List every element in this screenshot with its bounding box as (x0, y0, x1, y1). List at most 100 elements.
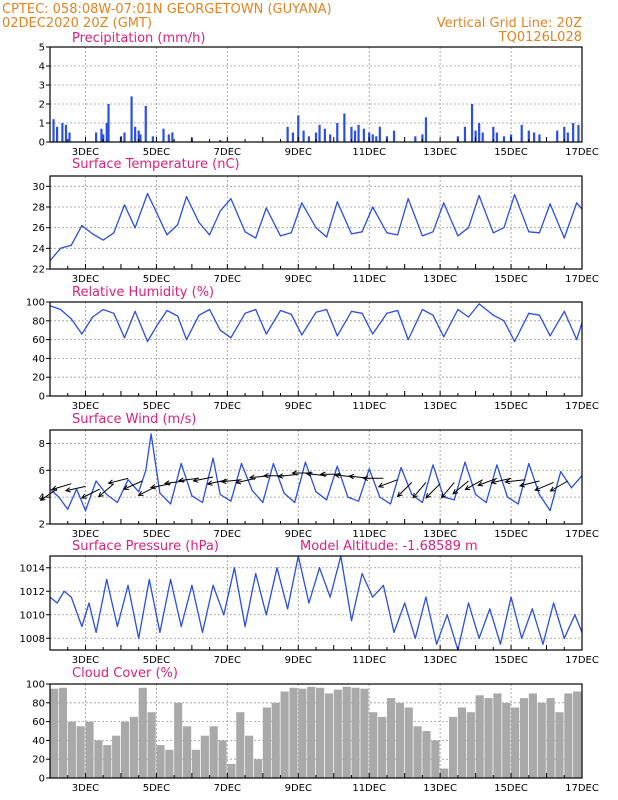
temperature-ytick-label: 28 (32, 203, 45, 214)
wind-vector-arrow (137, 485, 157, 496)
precipitation-bar (61, 123, 64, 142)
humidity-point (265, 333, 267, 335)
cloud-bar (395, 702, 404, 778)
cloud-ytick-label: 20 (32, 755, 45, 766)
pressure-point (521, 637, 523, 639)
humidity-point (514, 340, 516, 343)
cloud-bar (94, 740, 103, 778)
humidity-xtick-label: 17DEC (565, 401, 599, 412)
cloud-ytick-label: 0 (39, 774, 45, 785)
humidity-point (290, 313, 292, 315)
wind-vector-arrow (464, 479, 483, 491)
temperature-point (549, 203, 551, 205)
wind-vector-arrow (534, 481, 554, 492)
cloud-bar (307, 686, 316, 778)
temperature-point (113, 232, 115, 234)
temperature-point (91, 233, 94, 235)
humidity-point (467, 316, 470, 318)
humidity-title: Relative Humidity (%) (72, 285, 214, 300)
humidity-point (336, 335, 338, 337)
temperature-xtick-label: 11DEC (352, 274, 386, 285)
cloud-bar (316, 687, 325, 778)
cloud-bar (85, 721, 94, 778)
cloud-bar (564, 693, 573, 778)
pressure-xtick-label: 7DEC (214, 655, 241, 666)
humidity-point (407, 339, 409, 341)
humidity-point (113, 312, 115, 314)
wind-point (180, 462, 182, 465)
cloud-xtick-label: 9DEC (285, 783, 312, 794)
precipitation-bar (123, 132, 126, 142)
humidity-point (91, 316, 94, 318)
cloud-bar (165, 749, 174, 778)
humidity-ytick-label: 0 (39, 392, 45, 403)
wind-vector-arrow (377, 479, 398, 488)
humidity-point (315, 311, 317, 313)
precipitation-ytick-label: 4 (39, 62, 45, 73)
wind-point (240, 462, 243, 465)
wind-point (453, 499, 455, 501)
pressure-point (95, 631, 97, 633)
pressure-point (63, 590, 65, 592)
temperature-point (290, 232, 292, 234)
humidity-point (372, 333, 374, 335)
temperature-xtick-label: 7DEC (214, 274, 241, 285)
wind-point (411, 493, 413, 496)
cloud-bar (431, 740, 440, 778)
temperature-point (478, 195, 480, 197)
cloud-bar (120, 721, 130, 778)
humidity-point (386, 312, 388, 314)
precipitation-xtick-label: 11DEC (352, 147, 386, 158)
humidity-point (326, 308, 328, 311)
precipitation-bar (107, 104, 110, 142)
wind-vector-arrow (412, 482, 427, 499)
wind-point (506, 496, 509, 498)
cloud-ytick-label: 40 (32, 736, 45, 747)
precipitation-bar (134, 126, 137, 142)
precipitation-bar (563, 126, 566, 142)
wind-point (304, 461, 306, 463)
cloud-xtick-label: 7DEC (214, 783, 241, 794)
temperature-point (265, 207, 267, 209)
precipitation-bar (495, 132, 498, 142)
pressure-xtick-label: 15DEC (494, 655, 528, 666)
pressure-point (372, 596, 374, 598)
wind-point (538, 493, 541, 496)
precipitation-ytick-label: 3 (39, 81, 45, 92)
temperature-series-line (49, 192, 583, 262)
wind-vector-arrow (549, 480, 569, 492)
precipitation-bar (102, 134, 105, 142)
humidity-ytick-label: 40 (32, 354, 45, 365)
pressure-point (425, 596, 427, 598)
cloud-bar (449, 716, 458, 778)
cloud-bar (76, 726, 85, 778)
precipitation-bar (219, 140, 222, 142)
wind-point (560, 471, 562, 473)
precipitation-bar (318, 124, 321, 142)
wind-xtick-label: 5DEC (143, 529, 170, 540)
humidity-point (528, 312, 530, 314)
humidity-point (166, 309, 168, 312)
wind-point (58, 496, 60, 498)
cloud-data (50, 686, 582, 778)
humidity-xtick-label: 9DEC (285, 401, 312, 412)
pressure-xtick-label: 5DEC (143, 655, 170, 666)
pressure-point (88, 602, 90, 604)
precipitation-bar (414, 136, 417, 142)
wind-point (106, 493, 108, 496)
precipitation-bar (375, 136, 378, 142)
cloud-ytick-label: 60 (32, 717, 45, 728)
temperature-point (386, 232, 388, 234)
wind-xtick-label: 13DEC (423, 529, 457, 540)
cloud-bar (183, 726, 192, 778)
humidity-point (503, 320, 505, 322)
temperature-point (60, 247, 62, 249)
wind-xtick-label: 11DEC (352, 529, 386, 540)
wind-point (67, 508, 69, 510)
pressure-xtick-label: 9DEC (285, 655, 312, 666)
cloud-bar (555, 712, 564, 778)
pressure-point (169, 578, 172, 581)
temperature-xtick-label: 17DEC (565, 274, 599, 285)
wind-vector-arrow (425, 483, 441, 499)
cloud-bar (218, 740, 227, 778)
